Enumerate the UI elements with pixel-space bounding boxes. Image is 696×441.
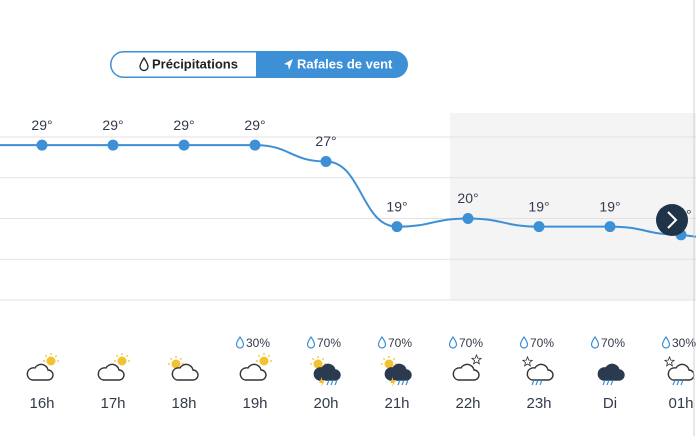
hour-label: 22h <box>455 395 480 412</box>
temperature-point <box>533 221 545 233</box>
temperature-point <box>391 221 403 233</box>
precipitation-label: 70% <box>317 336 341 350</box>
hour-label: 19h <box>242 395 267 412</box>
temperature-point <box>178 139 190 151</box>
precipitation-label: 70% <box>530 336 554 350</box>
drop-icon <box>448 335 458 349</box>
hour-label: 20h <box>313 395 338 412</box>
drop-icon <box>306 335 316 349</box>
hour-label: 23h <box>526 395 551 412</box>
drop-icon <box>519 335 529 349</box>
toggle-option[interactable]: Rafales de vent <box>297 56 393 71</box>
drop-icon <box>661 335 671 349</box>
precipitation-label: 70% <box>388 336 412 350</box>
precipitation-label: 30% <box>246 336 270 350</box>
precipitation-label: 30% <box>672 336 696 350</box>
toggle: Précipitations Rafales de vent <box>110 51 408 78</box>
precipitation-label: 70% <box>459 336 483 350</box>
hour-label: 16h <box>29 395 54 412</box>
temperature-label: 19° <box>528 198 549 214</box>
toggle-option[interactable]: Précipitations <box>152 56 238 71</box>
temperature-point <box>249 139 261 151</box>
temperature-label: 29° <box>244 117 265 133</box>
temperature-label: 19° <box>599 198 620 214</box>
labels: 29°29°29°29°27°19°20°19°19°18°16h17h18h1… <box>29 117 696 412</box>
temperature-label: 29° <box>102 117 123 133</box>
temperature-label: 29° <box>31 117 52 133</box>
drop-icon <box>590 335 600 349</box>
hour-label: 17h <box>100 395 125 412</box>
temperature-label: 29° <box>173 117 194 133</box>
temperature-line <box>0 144 696 238</box>
temperature-label: 27° <box>315 133 336 149</box>
plot <box>0 139 696 241</box>
temperature-point <box>604 221 616 233</box>
drop-icon <box>377 335 387 349</box>
temperature-point <box>320 155 332 167</box>
drop-icon <box>139 56 149 72</box>
wind-icon <box>284 59 293 70</box>
next-button[interactable] <box>656 204 688 236</box>
hour-label: 18h <box>171 395 196 412</box>
hour-label: 01h <box>668 395 693 412</box>
precipitation-label: 70% <box>601 336 625 350</box>
hour-label: Di <box>603 395 617 412</box>
weather-icons <box>26 353 695 387</box>
toggle-option-bg[interactable] <box>111 52 257 77</box>
temperature-point <box>462 213 474 224</box>
temperature-label: 19° <box>386 198 407 214</box>
temperature-point <box>36 139 48 151</box>
drop-icon <box>235 335 245 349</box>
grid <box>0 136 696 301</box>
hour-label: 21h <box>384 395 409 412</box>
night-shade <box>450 113 696 300</box>
temperature-label: 20° <box>457 190 478 206</box>
temperature-point <box>107 139 119 151</box>
